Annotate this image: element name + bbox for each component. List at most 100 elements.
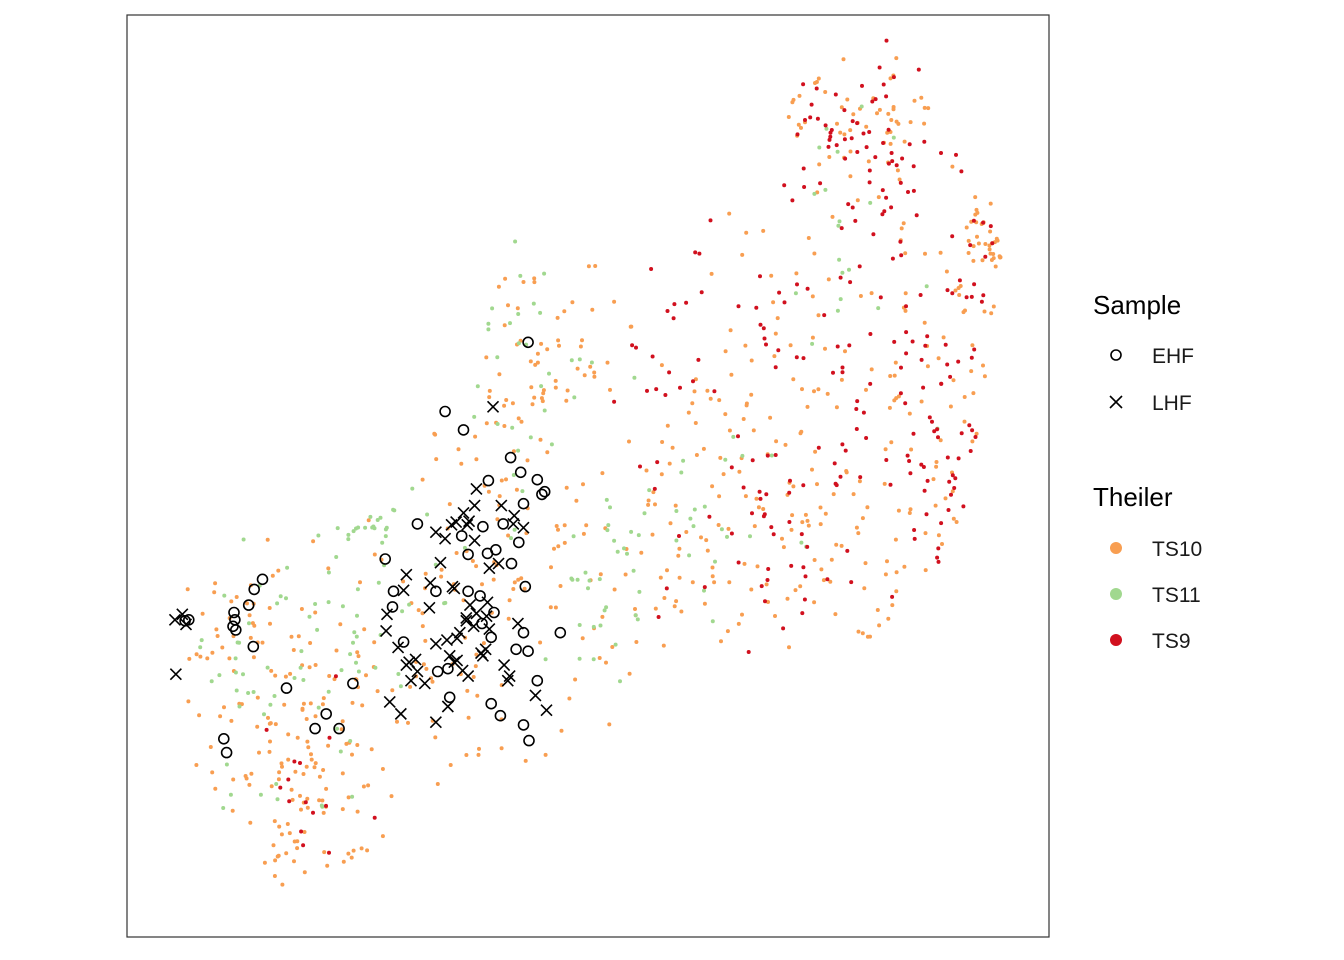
point-ts10 [549, 565, 553, 570]
point-ts9 [838, 474, 843, 479]
point-lhf [424, 576, 437, 590]
point-ehf [538, 485, 551, 498]
point-ts10 [674, 599, 679, 604]
point-lhf [445, 518, 458, 531]
point-ts11 [354, 634, 359, 639]
point-ts10 [581, 482, 585, 487]
point-ts10 [810, 335, 815, 340]
point-ts11 [591, 624, 596, 629]
point-ehf [442, 662, 454, 675]
point-ts10 [350, 700, 355, 705]
point-ts10 [860, 516, 865, 521]
point-ts10 [877, 623, 882, 628]
point-ts9 [761, 326, 766, 331]
point-ts10 [499, 478, 504, 483]
point-ts10 [291, 648, 296, 652]
point-ts10 [693, 421, 698, 425]
point-ts10 [950, 164, 955, 169]
point-ts10 [951, 378, 956, 383]
point-ts9 [953, 476, 958, 481]
point-ts10 [497, 372, 502, 377]
point-ts10 [948, 404, 953, 409]
point-ts11 [598, 623, 603, 628]
point-ts11 [299, 649, 304, 654]
theiler-points-layer [185, 38, 1003, 887]
point-ts10 [908, 120, 913, 125]
point-ts11 [637, 589, 642, 594]
point-ts9 [961, 504, 966, 509]
point-ts10 [269, 784, 274, 789]
point-ehf [455, 530, 468, 542]
point-ts10 [893, 537, 898, 542]
point-ehf [347, 677, 359, 690]
point-lhf [411, 665, 424, 678]
point-ehf [431, 665, 444, 678]
point-ts10 [903, 251, 908, 256]
point-ts10 [538, 437, 543, 442]
point-ts9 [861, 410, 866, 415]
point-ts10 [922, 105, 927, 110]
point-ts11 [272, 694, 277, 698]
point-ts10 [988, 229, 993, 234]
point-lhf [409, 653, 422, 666]
point-ts9 [935, 427, 940, 432]
point-ts9 [630, 343, 635, 348]
point-ts9 [849, 136, 854, 141]
point-ts10 [923, 568, 928, 573]
point-lhf [483, 562, 496, 575]
point-ts9 [886, 161, 891, 166]
point-ts9 [815, 116, 820, 121]
point-ts10 [800, 520, 805, 525]
point-ts10 [810, 294, 815, 299]
point-ts10 [812, 251, 817, 256]
point-ts10 [574, 498, 579, 503]
point-ts9 [904, 304, 908, 309]
point-ehf [531, 473, 544, 486]
point-ehf [514, 466, 527, 479]
point-ts9 [906, 190, 910, 194]
point-ehf [462, 585, 474, 598]
point-ehf [320, 708, 333, 720]
point-ts10 [634, 640, 639, 644]
point-ts10 [358, 580, 362, 585]
point-lhf [462, 515, 476, 528]
point-ts9 [868, 332, 873, 336]
point-ts10 [301, 701, 306, 706]
point-ts10 [665, 568, 669, 573]
point-ts9 [884, 94, 889, 99]
point-ts10 [883, 572, 888, 577]
point-ts10 [953, 288, 958, 293]
point-ts10 [940, 542, 944, 546]
point-ts9 [890, 256, 895, 261]
point-ts10 [869, 291, 874, 296]
point-ts10 [806, 523, 811, 528]
point-ts9 [655, 460, 660, 465]
point-ts10 [548, 605, 553, 610]
point-lhf [483, 622, 496, 636]
point-ts9 [736, 560, 741, 565]
point-ts9 [861, 131, 866, 136]
point-ts10 [646, 502, 651, 507]
point-ts9 [790, 198, 795, 203]
point-ts11 [769, 453, 774, 458]
point-ts9 [914, 213, 919, 218]
point-ts9 [850, 205, 855, 210]
point-ts9 [650, 354, 655, 359]
point-ts10 [317, 774, 322, 779]
point-ts9 [868, 381, 873, 386]
point-ts11 [674, 538, 679, 543]
point-ts10 [423, 638, 428, 643]
point-ts10 [943, 496, 948, 501]
point-ts10 [341, 859, 346, 864]
point-ts9 [299, 829, 304, 834]
point-ts10 [249, 771, 254, 776]
point-ehf [256, 573, 269, 586]
point-ts10 [717, 398, 722, 403]
point-ts9 [805, 544, 810, 549]
point-ts10 [781, 545, 786, 550]
point-ts10 [854, 525, 859, 530]
point-ts10 [665, 423, 670, 428]
point-ts9 [973, 435, 978, 439]
point-ts11 [258, 792, 263, 797]
point-ts11 [731, 434, 736, 439]
